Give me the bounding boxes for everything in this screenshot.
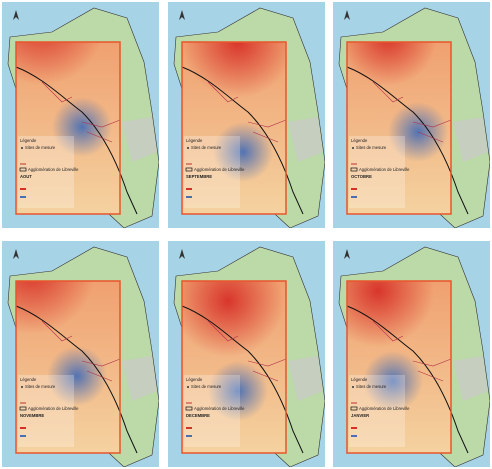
legend: Légende Sites de mesure Agglomération de… xyxy=(18,375,79,447)
urban-area xyxy=(122,356,157,401)
legend: Légende Sites de mesure Agglomération de… xyxy=(349,375,410,447)
urban-area xyxy=(453,117,488,162)
legend-sites: Sites de mesure xyxy=(356,145,387,150)
legend-agglomeration: Agglomération de Libreville xyxy=(359,167,410,172)
legend-max-swatch xyxy=(351,188,357,190)
raster-cold xyxy=(16,42,120,214)
raster-cold xyxy=(182,281,286,453)
raster-frame xyxy=(15,280,121,454)
north-arrow xyxy=(13,10,19,20)
legend-title: Légende xyxy=(20,377,37,382)
legend-agglo-symbol xyxy=(350,406,358,411)
month-label: NOVEMBRE xyxy=(20,413,44,418)
legend-title: Légende xyxy=(186,138,203,143)
north-arrow xyxy=(179,10,185,20)
legend-agglo-symbol xyxy=(185,167,193,172)
month-label: DECEMBRE xyxy=(186,413,210,418)
legend-agglo-symbol xyxy=(19,167,27,172)
legend-max-swatch xyxy=(20,427,26,429)
legend-box xyxy=(18,375,74,447)
urban-area xyxy=(122,117,157,162)
urban-area xyxy=(288,117,323,162)
map-panel: Légende Sites de mesure Agglomération de… xyxy=(2,241,159,467)
legend-box xyxy=(184,375,240,447)
legend-site-symbol xyxy=(21,386,23,388)
month-label: SEPTEMBRE xyxy=(186,174,212,179)
roads xyxy=(207,320,287,382)
legend-sites: Sites de mesure xyxy=(356,384,387,389)
north-arrow xyxy=(179,249,185,259)
legend-sites: Sites de mesure xyxy=(191,384,222,389)
raster-cold xyxy=(16,281,120,453)
month-label: JANVIER xyxy=(351,413,369,418)
legend-title: Légende xyxy=(20,138,37,143)
legend-site-symbol xyxy=(21,147,23,149)
legend-agglo-symbol xyxy=(185,406,193,411)
legend-min-swatch xyxy=(351,196,357,198)
roads xyxy=(372,81,452,143)
urban-area xyxy=(288,356,323,401)
legend-agglomeration: Agglomération de Libreville xyxy=(28,167,79,172)
map-panel: Légende Sites de mesure Agglomération de… xyxy=(168,2,325,228)
legend: Légende Sites de mesure Agglomération de… xyxy=(18,136,79,208)
legend-min-swatch xyxy=(20,435,26,437)
raster-frame xyxy=(346,41,452,215)
legend: Légende Sites de mesure Agglomération de… xyxy=(349,136,410,208)
legend-max-swatch xyxy=(186,427,192,429)
legend-agglomeration: Agglomération de Libreville xyxy=(359,406,410,411)
legend-site-symbol xyxy=(187,386,189,388)
legend-site-symbol xyxy=(352,147,354,149)
legend: Légende Sites de mesure Agglomération de… xyxy=(184,375,245,447)
roads xyxy=(41,81,121,143)
legend-site-symbol xyxy=(187,147,189,149)
urban-area xyxy=(453,356,488,401)
legend-box xyxy=(349,136,405,208)
north-arrow xyxy=(13,249,19,259)
legend-sites: Sites de mesure xyxy=(25,145,56,150)
roads xyxy=(41,320,121,382)
legend-agglomeration: Agglomération de Libreville xyxy=(194,167,245,172)
map-panel: Légende Sites de mesure Agglomération de… xyxy=(333,241,490,467)
raster-cold xyxy=(347,42,451,214)
legend-box xyxy=(18,136,74,208)
legend-max-swatch xyxy=(20,188,26,190)
legend-title: Légende xyxy=(351,138,368,143)
legend-agglo-symbol xyxy=(19,406,27,411)
raster-frame xyxy=(15,41,121,215)
legend-min-swatch xyxy=(186,435,192,437)
roads xyxy=(372,320,452,382)
raster-frame xyxy=(181,280,287,454)
map-panel: Légende Sites de mesure Agglomération de… xyxy=(168,241,325,467)
legend-sites: Sites de mesure xyxy=(25,384,56,389)
month-label: OCTOBRE xyxy=(351,174,372,179)
legend-title: Légende xyxy=(186,377,203,382)
legend-max-swatch xyxy=(186,188,192,190)
raster-cold xyxy=(182,42,286,214)
legend-min-swatch xyxy=(20,196,26,198)
map-panel: Légende Sites de mesure Agglomération de… xyxy=(333,2,490,228)
raster-frame xyxy=(346,280,452,454)
legend-sites: Sites de mesure xyxy=(191,145,222,150)
legend-agglomeration: Agglomération de Libreville xyxy=(194,406,245,411)
legend-agglomeration: Agglomération de Libreville xyxy=(28,406,79,411)
legend-box xyxy=(349,375,405,447)
legend-min-swatch xyxy=(186,196,192,198)
legend-box xyxy=(184,136,240,208)
legend-min-swatch xyxy=(351,435,357,437)
raster-frame xyxy=(181,41,287,215)
north-arrow xyxy=(344,10,350,20)
legend-agglo-symbol xyxy=(350,167,358,172)
north-arrow xyxy=(344,249,350,259)
map-panel: Légende Sites de mesure Agglomération de… xyxy=(2,2,159,228)
roads xyxy=(207,81,287,143)
legend-site-symbol xyxy=(352,386,354,388)
legend: Légende Sites de mesure Agglomération de… xyxy=(184,136,245,208)
legend-title: Légende xyxy=(351,377,368,382)
raster-cold xyxy=(347,281,451,453)
month-label: AOUT xyxy=(20,174,32,179)
legend-max-swatch xyxy=(351,427,357,429)
